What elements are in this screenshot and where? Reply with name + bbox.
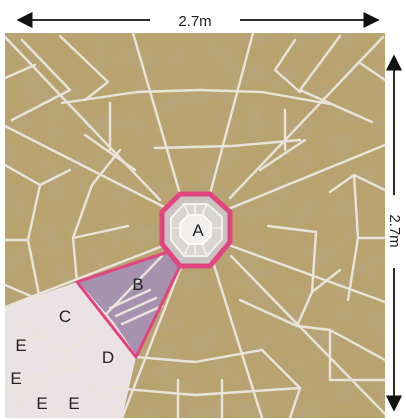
height-label: 2.7m [386, 214, 403, 247]
region-label-e-4: E [68, 394, 79, 413]
region-label-b: B [132, 275, 143, 294]
region-label-d: D [102, 348, 114, 367]
region-label-e-3: E [36, 394, 47, 413]
width-label: 2.7m [178, 13, 211, 30]
section-b-area [77, 251, 181, 357]
region-label-a: A [192, 221, 204, 240]
paving-joints [5, 33, 385, 418]
region-label-e-2: E [10, 369, 21, 388]
section-d-area [62, 323, 136, 418]
region-label-c: C [59, 307, 71, 326]
region-label-e-1: E [15, 336, 26, 355]
center-octagon [159, 191, 233, 269]
